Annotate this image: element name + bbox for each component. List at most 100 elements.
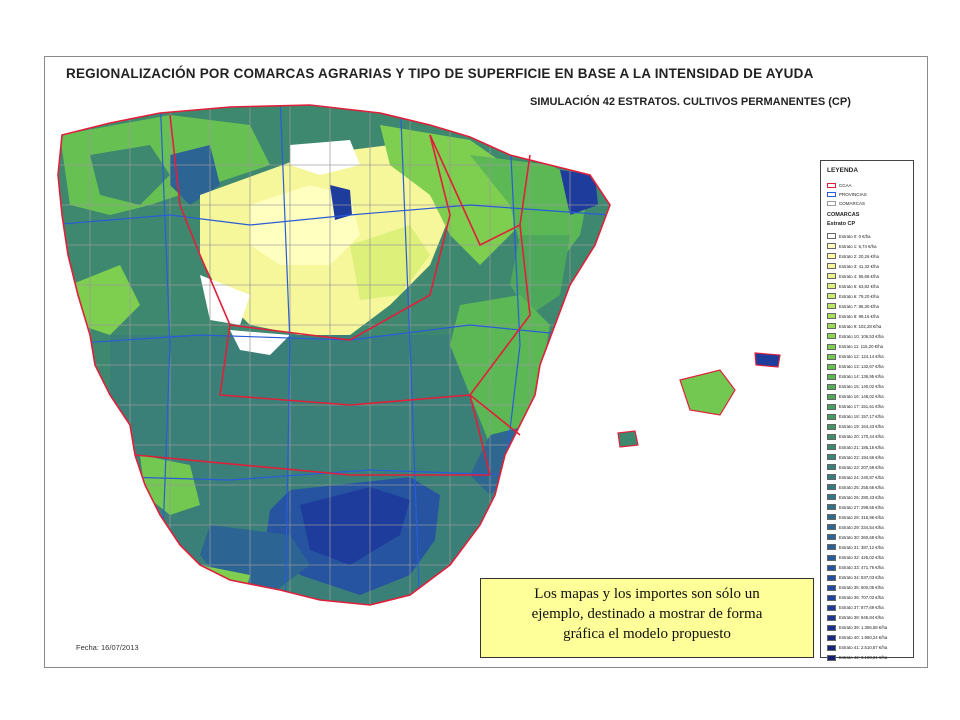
stratum-swatch [827,373,836,380]
stratum-swatch [827,484,836,491]
stratum-swatch [827,233,836,240]
legend-comarcas: COMARCAS [827,201,865,207]
disclaimer-line-1: Los mapas y los importes son sólo un [534,586,760,602]
mallorca-island [679,369,736,416]
stratum-swatch [827,423,836,430]
stratum-label: Estrato 6: 79,20 €/ha [839,293,879,299]
ccaa-swatch [827,183,836,189]
stratum-label: Estrato 36: 707,03 €/ha [839,595,884,601]
legend-stratum-37: Estrato 37: 877,69 €/ha [827,603,911,613]
legend-stratum-17: Estrato 17: 151,61 €/ha [827,402,911,412]
stratum-label: Estrato 10: 106,53 €/ha [839,333,884,339]
legend-ccaa: CCAA [827,183,852,189]
stratum-swatch [827,393,836,400]
ibiza-island [617,430,639,448]
stratum-swatch [827,343,836,350]
legend-title: LEYENDA [827,167,859,174]
legend-stratum-42: Estrato 42: 3.103,21 €/ha [827,653,911,663]
legend-stratum-21: Estrato 21: 185,16 €/ha [827,442,911,452]
stratum-label: Estrato 2: 20,26 €/ha [839,253,879,259]
disclaimer-line-2: ejemplo, destinado a mostrar de forma [531,606,763,622]
stratum-swatch [827,313,836,320]
stratum-swatch [827,464,836,471]
legend-stratum-34: Estrato 34: 537,03 €/ha [827,573,911,583]
stratum-swatch [827,253,836,260]
legend-provincias: PROVINCIAS [827,192,867,198]
stratum-swatch [827,454,836,461]
legend-stratum-26: Estrato 26: 280,43 €/ha [827,492,911,502]
stratum-swatch [827,514,836,521]
legend-stratum-0: Estrato 0: 0 €/ha [827,231,911,241]
stratum-label: Estrato 13: 132,67 €/ha [839,364,884,370]
legend-stratum-11: Estrato 11: 115,20 €/ha [827,342,911,352]
stratum-swatch [827,644,836,651]
stratum-swatch [827,524,836,531]
stratum-label: Estrato 17: 151,61 €/ha [839,404,884,410]
map-legend: LEYENDA CCAA PROVINCIAS COMARCAS COMARCA… [820,160,914,661]
stratum-label: Estrato 39: 1.356,58 €/ha [839,625,888,631]
stratum-swatch [827,333,836,340]
stratum-swatch [827,403,836,410]
comarcas-swatch [827,201,836,207]
stratum-label: Estrato 23: 207,59 €/ha [839,464,884,470]
legend-stratum-6: Estrato 6: 79,20 €/ha [827,291,911,301]
stratum-swatch [827,594,836,601]
stratum-swatch [827,494,836,501]
stratum-label: Estrato 34: 537,03 €/ha [839,575,884,581]
legend-stratum-9: Estrato 9: 102,28 €/ha [827,321,911,331]
stratum-label: Estrato 4: 55,68 €/ha [839,273,879,279]
stratum-swatch [827,624,836,631]
legend-stratum-39: Estrato 39: 1.356,58 €/ha [827,623,911,633]
legend-stratum-2: Estrato 2: 20,26 €/ha [827,251,911,261]
legend-stratum-23: Estrato 23: 207,59 €/ha [827,462,911,472]
stratum-label: Estrato 20: 170,44 €/ha [839,434,884,440]
legend-stratum-28: Estrato 28: 316,96 €/ha [827,512,911,522]
stratum-label: Estrato 11: 115,20 €/ha [839,344,884,350]
spain-choropleth-map [57,104,781,606]
stratum-swatch [827,303,836,310]
stratum-swatch [827,353,836,360]
map-subtitle: SIMULACIÓN 42 ESTRATOS. CULTIVOS PERMANE… [530,96,851,108]
legend-stratum-20: Estrato 20: 170,44 €/ha [827,432,911,442]
legend-stratum-8: Estrato 8: 99,16 €/ha [827,311,911,321]
stratum-label: Estrato 3: 41,32 €/ha [839,263,879,269]
stratum-label: Estrato 37: 877,69 €/ha [839,605,884,611]
legend-stratum-15: Estrato 15: 140,02 €/ha [827,382,911,392]
legend-stratum-32: Estrato 32: 425,02 €/ha [827,553,911,563]
disclaimer-line-3: gráfica el modelo propuesto [563,626,731,642]
stratum-swatch [827,534,836,541]
stratum-label: Estrato 8: 99,16 €/ha [839,313,879,319]
stratum-label: Estrato 12: 124,14 €/ha [839,354,884,360]
stratum-label: Estrato 15: 140,02 €/ha [839,384,884,390]
legend-stratum-36: Estrato 36: 707,03 €/ha [827,593,911,603]
legend-stratum-1: Estrato 1: 6,74 €/ha [827,241,911,251]
stratum-swatch [827,654,836,661]
legend-stratum-27: Estrato 27: 298,65 €/ha [827,502,911,512]
stratum-label: Estrato 26: 280,43 €/ha [839,494,884,500]
stratum-swatch [827,363,836,370]
stratum-swatch [827,544,836,551]
legend-estrato-heading: Estrato CP [827,221,856,227]
stratum-label: Estrato 29: 334,54 €/ha [839,524,884,530]
legend-stratum-33: Estrato 33: 471,76 €/ha [827,563,911,573]
legend-stratum-24: Estrato 24: 240,87 €/ha [827,472,911,482]
legend-stratum-18: Estrato 18: 157,17 €/ha [827,412,911,422]
legend-stratum-7: Estrato 7: 86,30 €/ha [827,301,911,311]
stratum-label: Estrato 28: 316,96 €/ha [839,514,884,520]
stratum-label: Estrato 1: 6,74 €/ha [839,243,877,249]
stratum-swatch [827,444,836,450]
stratum-swatch [827,554,836,561]
stratum-label: Estrato 42: 3.103,21 €/ha [839,655,888,661]
stratum-swatch [827,474,836,481]
stratum-label: Estrato 9: 102,28 €/ha [839,323,882,329]
stratum-label: Estrato 14: 136,95 €/ha [839,374,884,380]
stratum-label: Estrato 38: 946,84 €/ha [839,615,884,621]
legend-stratum-3: Estrato 3: 41,32 €/ha [827,261,911,271]
disclaimer-box: Los mapas y los importes son sólo un eje… [480,578,814,658]
stratum-label: Estrato 5: 63,82 €/ha [839,283,879,289]
stratum-label: Estrato 31: 387,12 €/ha [839,544,884,550]
stratum-swatch [827,584,836,591]
provincias-swatch [827,192,836,198]
stratum-swatch [827,273,836,280]
legend-stratum-19: Estrato 19: 164,43 €/ha [827,422,911,432]
